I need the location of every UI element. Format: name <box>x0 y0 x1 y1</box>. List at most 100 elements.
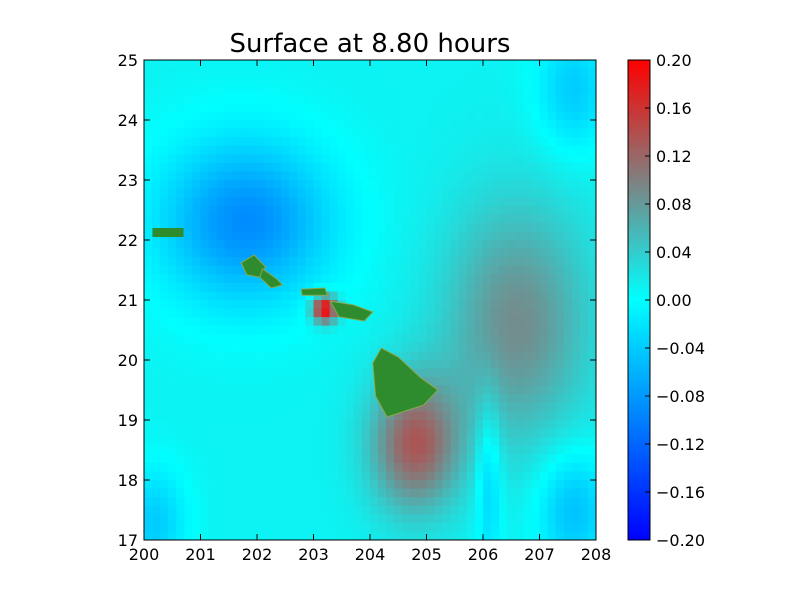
heatmap-cell <box>353 445 363 455</box>
heatmap-cell <box>281 522 290 533</box>
heatmap-cell <box>337 385 347 395</box>
heatmap-cell <box>378 514 387 524</box>
heatmap-cell <box>458 497 468 507</box>
heatmap-cell <box>555 471 565 481</box>
heatmap-cell <box>192 154 202 164</box>
heatmap-cell <box>474 282 484 293</box>
heatmap-cell <box>184 402 194 413</box>
heatmap-cell <box>184 162 194 173</box>
heatmap-cell <box>240 111 250 121</box>
heatmap-cell <box>313 77 323 87</box>
heatmap-cell <box>474 462 484 473</box>
heatmap-cell <box>337 342 347 353</box>
heatmap-cell <box>418 411 428 421</box>
heatmap-cell <box>176 420 185 430</box>
heatmap-cell <box>184 462 194 473</box>
heatmap-cell <box>547 300 557 310</box>
heatmap-cell <box>200 325 210 335</box>
heatmap-cell <box>144 291 153 301</box>
heatmap-cell <box>216 257 226 267</box>
heatmap-cell <box>483 308 492 318</box>
heatmap-cell <box>313 308 323 318</box>
heatmap-cell <box>434 420 444 430</box>
heatmap-cell <box>168 265 177 275</box>
heatmap-cell <box>353 394 363 404</box>
heatmap-cell <box>160 77 169 87</box>
island-maui <box>329 300 374 322</box>
heatmap-cell <box>313 257 323 267</box>
heatmap-cell <box>184 342 194 353</box>
heatmap-cell <box>474 351 484 361</box>
heatmap-cell <box>563 77 573 87</box>
heatmap-cell <box>579 154 589 164</box>
heatmap-cell <box>313 188 323 198</box>
heatmap-cell <box>410 94 420 104</box>
heatmap-cell <box>353 291 363 301</box>
heatmap-cell <box>483 291 492 301</box>
heatmap-cell <box>281 308 290 318</box>
heatmap-cell <box>353 282 363 293</box>
heatmap-cell <box>410 102 420 113</box>
heatmap-cell <box>466 197 476 207</box>
heatmap-cell <box>539 291 549 301</box>
heatmap-cell <box>466 111 476 121</box>
heatmap-cell <box>297 308 307 318</box>
heatmap-cell <box>426 60 436 70</box>
heatmap-cell <box>257 497 266 507</box>
heatmap-cell <box>442 420 452 430</box>
heatmap-cell <box>466 291 476 301</box>
heatmap-cell <box>224 325 234 335</box>
heatmap-cell <box>474 180 484 190</box>
heatmap-cell <box>402 154 411 164</box>
heatmap-cell <box>305 240 315 250</box>
heatmap-cell <box>240 377 250 387</box>
heatmap-cell <box>232 300 242 310</box>
x-tick-label: 204 <box>355 545 386 564</box>
heatmap-cell <box>563 308 573 318</box>
heatmap-cell <box>579 462 589 473</box>
heatmap-cell <box>265 462 274 473</box>
heatmap-cell <box>434 282 444 293</box>
heatmap-cell <box>297 257 307 267</box>
heatmap-cell <box>378 240 387 250</box>
heatmap-cell <box>361 274 371 284</box>
heatmap-cell <box>208 291 218 301</box>
heatmap-cell <box>208 94 218 104</box>
heatmap-cell <box>547 231 557 241</box>
heatmap-cell <box>240 368 250 378</box>
heatmap-cell <box>531 471 541 481</box>
heatmap-cell <box>571 522 581 533</box>
heatmap-cell <box>491 154 500 164</box>
heatmap-cell <box>208 180 218 190</box>
heatmap-cell <box>563 231 573 241</box>
heatmap-cell <box>499 488 508 498</box>
heatmap-cell <box>313 171 323 181</box>
heatmap-cell <box>402 188 411 198</box>
heatmap-cell <box>257 282 266 293</box>
heatmap-cell <box>257 445 266 455</box>
heatmap-cell <box>281 231 290 241</box>
heatmap-cell <box>305 274 315 284</box>
heatmap-cell <box>579 240 589 250</box>
heatmap-cell <box>281 102 290 113</box>
heatmap-cell <box>329 205 339 215</box>
heatmap-cell <box>144 120 153 130</box>
heatmap-cell <box>499 248 508 258</box>
heatmap-cell <box>571 428 581 438</box>
heatmap-cell <box>168 205 177 215</box>
heatmap-cell <box>523 437 533 447</box>
heatmap-cell <box>499 137 508 147</box>
x-tick-label: 208 <box>581 545 612 564</box>
heatmap-cell <box>394 274 403 284</box>
heatmap-cell <box>224 385 234 395</box>
heatmap-cell <box>523 360 533 370</box>
heatmap-cell <box>345 334 355 344</box>
heatmap-cell <box>192 257 202 267</box>
heatmap-cell <box>378 334 387 344</box>
heatmap-cell <box>265 368 274 378</box>
heatmap-cell <box>321 420 331 430</box>
heatmap-cell <box>466 402 476 413</box>
heatmap-cell <box>410 437 420 447</box>
heatmap-cell <box>144 197 153 207</box>
x-tick-label: 201 <box>185 545 216 564</box>
